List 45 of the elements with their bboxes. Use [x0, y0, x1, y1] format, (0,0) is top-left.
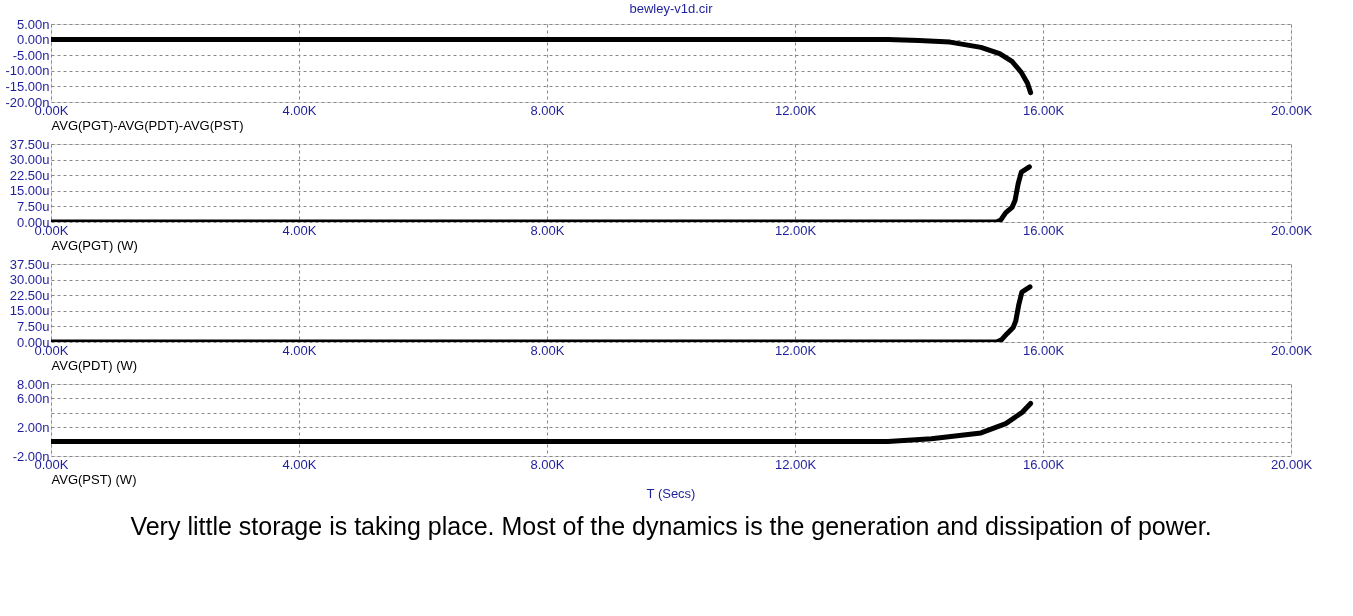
chart-title: bewley-v1d.cir — [629, 1, 714, 16]
y-tick-label: 37.50u — [9, 256, 50, 272]
y-tick-label: 37.50u — [9, 136, 50, 152]
x-tick-label: 8.00K — [530, 456, 565, 472]
y-tick-label: 6.00n — [16, 390, 50, 406]
y-tick-label: 30.00u — [9, 152, 50, 168]
y-tick-label: 8.00n — [16, 376, 50, 392]
text: T (Secs) — [646, 486, 696, 501]
x-tick-label: 12.00K — [774, 102, 817, 118]
x-tick-label: 20.00K — [1270, 456, 1313, 472]
x-tick-label: 16.00K — [1022, 456, 1065, 472]
x-tick-label: 8.00K — [530, 222, 565, 238]
y-tick-label: 30.00u — [9, 272, 50, 288]
y-tick-label: 22.50u — [9, 167, 50, 183]
x-tick-label: 12.00K — [774, 456, 817, 472]
y-tick-label: 0.00n — [16, 32, 50, 48]
y-tick-label: 15.00u — [9, 183, 50, 199]
x-tick-label: 4.00K — [282, 342, 317, 358]
x-tick-label: 4.00K — [282, 222, 317, 238]
x-axis-title: AVG(PGT)-AVG(PDT)-AVG(PST) — [51, 117, 244, 133]
x-tick-label: 12.00K — [774, 222, 817, 238]
y-tick-label: 15.00u — [9, 303, 50, 319]
x-axis-title: AVG(PST) (W) — [51, 471, 137, 487]
text: Very little storage is taking place. Most of the dynamics is the generation and dissipation of power. — [130, 512, 1212, 540]
x-tick-label: 20.00K — [1270, 222, 1313, 238]
y-tick-label: -15.00n — [5, 78, 50, 94]
x-axis-title: AVG(PGT) (W) — [51, 237, 138, 253]
y-tick-label: -5.00n — [12, 47, 50, 63]
y-tick-label: -10.00n — [5, 63, 50, 79]
x-axis-title: AVG(PDT) (W) — [51, 357, 138, 373]
x-tick-label: 4.00K — [282, 102, 317, 118]
x-tick-label: 12.00K — [774, 342, 817, 358]
x-tick-label: 8.00K — [530, 102, 565, 118]
y-tick-label: 7.50u — [16, 198, 50, 214]
x-tick-label: 8.00K — [530, 342, 565, 358]
x-tick-label: 20.00K — [1270, 342, 1313, 358]
y-tick-label: 2.00n — [16, 419, 50, 435]
x-tick-label: 20.00K — [1270, 102, 1313, 118]
x-tick-label: 16.00K — [1022, 222, 1065, 238]
y-tick-label: 22.50u — [9, 287, 50, 303]
x-tick-label: 16.00K — [1022, 342, 1065, 358]
y-tick-label: 5.00n — [16, 16, 50, 32]
x-tick-label: 4.00K — [282, 456, 317, 472]
x-tick-label: 16.00K — [1022, 102, 1065, 118]
y-tick-label: 7.50u — [16, 318, 50, 334]
